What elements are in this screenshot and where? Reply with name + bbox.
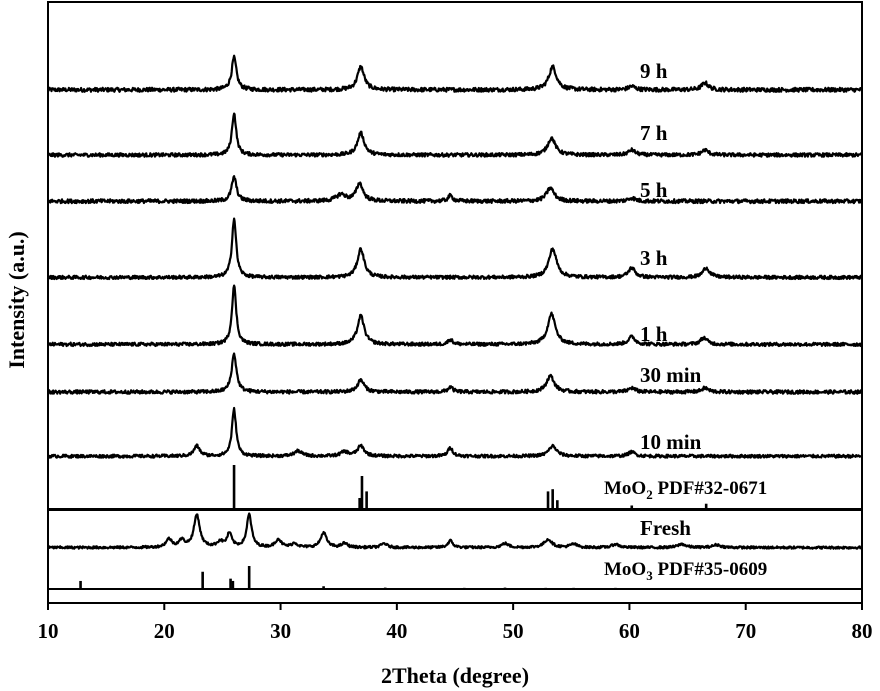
series-label-3h: 3 h — [640, 246, 668, 270]
x-tick-label: 50 — [503, 619, 524, 643]
x-tick-labels: 10 20 30 40 50 60 70 80 — [38, 619, 873, 643]
series-label-5h: 5 h — [640, 178, 668, 202]
x-tick-label: 30 — [270, 619, 291, 643]
x-tick-label: 40 — [386, 619, 407, 643]
ref-moo2-sub: 2 — [646, 487, 653, 502]
x-tick-label: 10 — [38, 619, 59, 643]
series-label-9h: 9 h — [640, 59, 668, 83]
ref-moo3-sub: 3 — [646, 568, 653, 583]
trace-3-h — [46, 217, 863, 281]
reference-sticks — [48, 465, 862, 590]
y-axis-title: Intensity (a.u.) — [4, 231, 29, 369]
trace-1-h — [47, 284, 864, 348]
diffraction-traces — [46, 54, 864, 550]
ref-moo2-main: MoO — [604, 478, 646, 499]
trace-9-h — [46, 54, 863, 93]
series-label-1h: 1 h — [640, 322, 668, 346]
x-tick-label: 20 — [154, 619, 175, 643]
ref-moo3-rest: PDF#35-0609 — [653, 559, 768, 580]
ref-moo3-main: MoO — [604, 559, 646, 580]
series-label-7h: 7 h — [640, 121, 668, 145]
x-tick-label: 70 — [735, 619, 756, 643]
series-label-30min: 30 min — [640, 363, 702, 387]
reference-label-moo3: MoO3 PDF#35-0609 — [604, 559, 767, 583]
ref-moo2-rest: PDF#32-0671 — [653, 478, 768, 499]
reference-label-moo2: MoO2 PDF#32-0671 — [604, 478, 767, 502]
trace-7-h — [46, 112, 863, 158]
x-axis-title: 2Theta (degree) — [381, 663, 529, 688]
upper-panel-frame — [47, 1, 863, 511]
x-axis-ticks — [47, 603, 863, 610]
trace-5-h — [47, 175, 864, 205]
trace-10-min — [46, 406, 863, 459]
x-tick-label: 80 — [852, 619, 873, 643]
x-tick-label: 60 — [619, 619, 640, 643]
trace-30-min — [46, 352, 863, 395]
series-label-fresh: Fresh — [640, 516, 691, 540]
series-label-10min: 10 min — [640, 430, 702, 454]
trace-Fresh — [47, 512, 863, 550]
